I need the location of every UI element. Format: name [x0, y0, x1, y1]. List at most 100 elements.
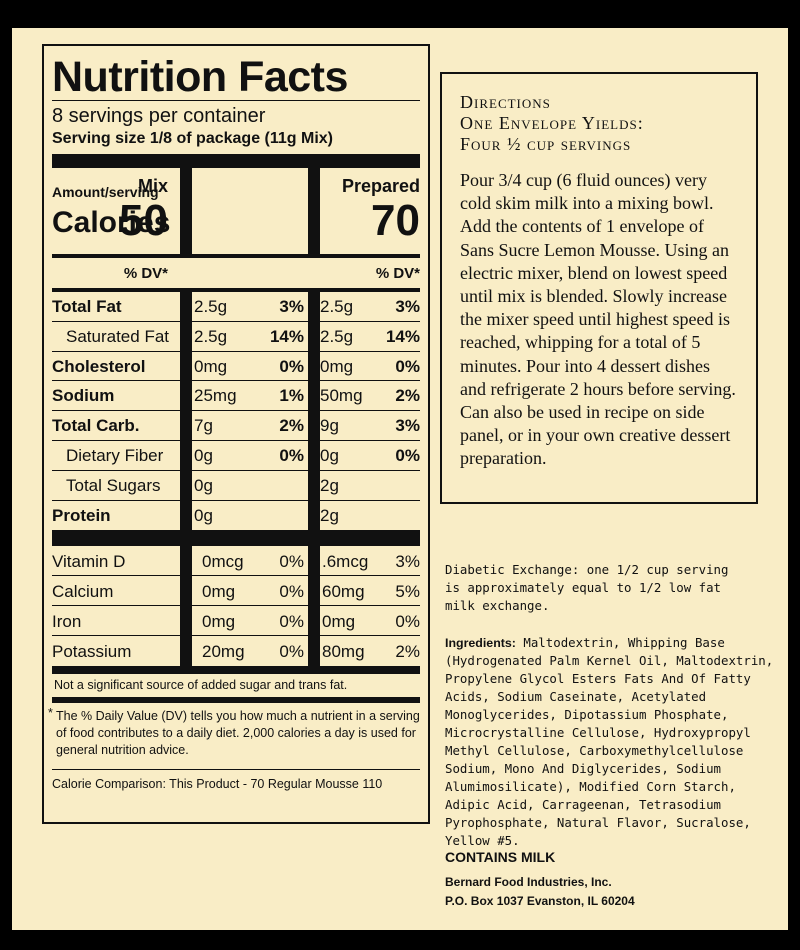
- prepared-amount: 2.5g: [320, 326, 354, 346]
- directions-body: Pour 3/4 cup (6 fluid ounces) very cold …: [460, 170, 736, 469]
- vitamin-row: Iron 0mg 0% 0mg 0%: [52, 605, 420, 636]
- amount-per-serving-label: Amount/serving: [52, 184, 159, 200]
- prepared-amount: 0g: [320, 445, 339, 465]
- package-panel: Nutrition Facts 8 servings per container…: [12, 28, 788, 930]
- nutrient-row: Sodium 25mg 1% 50mg 2%: [52, 381, 420, 412]
- vitamin-label: Potassium: [52, 641, 132, 661]
- mix-amount: 0g: [194, 445, 213, 465]
- mix-daily-value: 0%: [279, 641, 304, 661]
- prepared-daily-value: 2%: [395, 641, 420, 661]
- mix-daily-value: 3%: [279, 297, 304, 316]
- mix-amount: 0mcg: [202, 552, 244, 572]
- mix-amount: 0mg: [202, 611, 236, 631]
- vitamin-label: Vitamin D: [52, 552, 126, 572]
- nutrient-label: Total Sugars: [66, 475, 161, 495]
- nutrient-label: Total Carb.: [52, 416, 140, 436]
- daily-value-header: % DV* % DV*: [52, 258, 420, 288]
- vitamin-label: Iron: [52, 611, 82, 631]
- nutrient-table: Total Fat 2.5g 3% 2.5g 3% Saturated Fat 2.5g 14…: [52, 292, 420, 531]
- mix-amount: 0g: [194, 505, 213, 525]
- mix-amount: 0mg: [194, 356, 228, 376]
- ingredients-label: Ingredients:: [445, 636, 516, 650]
- prepared-dv-label: % DV*: [375, 265, 420, 282]
- allergen-statement: CONTAINS MILK: [445, 849, 556, 865]
- mix-daily-value: 0%: [279, 611, 304, 631]
- mix-column-header: Mix: [137, 176, 168, 196]
- calorie-comparison: Calorie Comparison: This Product - 70 Re…: [52, 776, 383, 791]
- prepared-calories: 70: [371, 196, 420, 245]
- yield-heading: One Envelope Yields:: [460, 113, 644, 133]
- prepared-daily-value: 3%: [395, 552, 420, 572]
- prepared-amount: 2.5g: [320, 297, 354, 316]
- nutrient-row: Saturated Fat 2.5g 14% 2.5g 14%: [52, 321, 420, 352]
- company-address: P.O. Box 1037 Evanston, IL 60204: [445, 894, 635, 908]
- calories-header: Amount/serving Calories Mix Prepared 50 …: [52, 168, 420, 254]
- prepared-daily-value: 0%: [395, 356, 420, 376]
- prepared-amount: 80mg: [322, 641, 365, 661]
- vitamin-row: Vitamin D 0mcg 0% .6mcg 3%: [52, 546, 420, 577]
- mix-amount: 25mg: [194, 386, 237, 406]
- nutrient-label: Protein: [52, 505, 111, 525]
- mix-amount: 2.5g: [194, 297, 228, 316]
- nutrient-label: Sodium: [52, 386, 115, 406]
- mix-dv-label: % DV*: [123, 265, 168, 282]
- mix-daily-value: 1%: [279, 386, 304, 406]
- prepared-daily-value: 2%: [395, 386, 420, 406]
- vitamin-row: Potassium 20mg 0% 80mg 2%: [52, 635, 420, 666]
- nutrient-row: Cholesterol 0mg 0% 0mg 0%: [52, 351, 420, 382]
- footnote-text: The % Daily Value (DV) tells you how muc…: [56, 708, 420, 757]
- vitamin-label: Calcium: [52, 582, 114, 602]
- not-significant-note: Not a significant source of added sugar …: [54, 677, 348, 692]
- vitamin-table: Vitamin D 0mcg 0% .6mcg 3% Calcium 0mg 0% 60mg 5%…: [52, 546, 420, 666]
- nutrient-row: Dietary Fiber 0g 0% 0g 0%: [52, 440, 420, 471]
- prepared-daily-value: 0%: [395, 445, 420, 465]
- prepared-amount: 9g: [320, 416, 339, 436]
- footnote-mark: *: [48, 705, 53, 720]
- vitamin-row: Calcium 0mg 0% 60mg 5%: [52, 576, 420, 606]
- mix-daily-value: 2%: [279, 416, 304, 436]
- mix-daily-value: 0%: [279, 552, 304, 572]
- nutrient-label: Total Fat: [52, 297, 122, 316]
- prepared-amount: 60mg: [322, 582, 365, 602]
- prepared-amount: .6mcg: [322, 552, 369, 572]
- prepared-amount: 0mg: [320, 356, 354, 376]
- mix-daily-value: 0%: [279, 445, 304, 465]
- servings-heading: Four ½ cup servings: [460, 134, 632, 154]
- company-name: Bernard Food Industries, Inc.: [445, 875, 612, 889]
- mix-amount: 20mg: [202, 641, 245, 661]
- prepared-column-header: Prepared: [341, 176, 420, 196]
- mix-daily-value: 0%: [279, 582, 304, 602]
- ingredients-list: Maltodextrin, Whipping Base (Hydrogenate…: [445, 635, 774, 848]
- calories-label: Calories: [52, 206, 171, 239]
- directions-heading: Directions: [460, 92, 551, 112]
- prepared-daily-value: 14%: [385, 326, 420, 346]
- prepared-daily-value: 5%: [395, 582, 420, 602]
- prepared-daily-value: 3%: [395, 416, 420, 436]
- ingredients-block: Ingredients: Maltodextrin, Whipping Base…: [445, 634, 775, 850]
- nutrient-row: Protein 0g 2g: [52, 500, 420, 531]
- mix-amount: 7g: [194, 416, 213, 436]
- nutrient-row: Total Fat 2.5g 3% 2.5g 3%: [52, 292, 420, 322]
- mix-calories: 50: [119, 196, 168, 245]
- nutrient-label: Saturated Fat: [66, 326, 170, 346]
- prepared-daily-value: 3%: [395, 297, 420, 316]
- prepared-amount: 0mg: [322, 611, 356, 631]
- prepared-amount: 2g: [320, 475, 339, 495]
- directions-box: Directions One Envelope Yields: Four ½ c…: [440, 72, 758, 504]
- dv-footnote: * The % Daily Value (DV) tells you how m…: [48, 703, 420, 769]
- mix-daily-value: 0%: [279, 356, 304, 376]
- nutrient-row: Total Sugars 0g 2g: [52, 470, 420, 501]
- nutrition-facts-title: Nutrition Facts: [52, 53, 348, 101]
- mix-amount: 2.5g: [194, 326, 228, 346]
- diabetic-exchange: Diabetic Exchange: one 1/2 cup serving i…: [445, 562, 729, 613]
- mix-daily-value: 14%: [269, 326, 304, 346]
- nutrition-facts-label: Nutrition Facts 8 servings per container…: [42, 44, 430, 824]
- mix-amount: 0mg: [202, 582, 236, 602]
- nutrient-row: Total Carb. 7g 2% 9g 3%: [52, 411, 420, 441]
- serving-size: Serving size 1/8 of package (11g Mix): [52, 130, 333, 147]
- servings-per-container: 8 servings per container: [52, 105, 266, 127]
- prepared-amount: 50mg: [320, 386, 363, 406]
- nutrient-label: Cholesterol: [52, 356, 146, 376]
- mix-amount: 0g: [194, 475, 213, 495]
- nutrient-label: Dietary Fiber: [66, 445, 164, 465]
